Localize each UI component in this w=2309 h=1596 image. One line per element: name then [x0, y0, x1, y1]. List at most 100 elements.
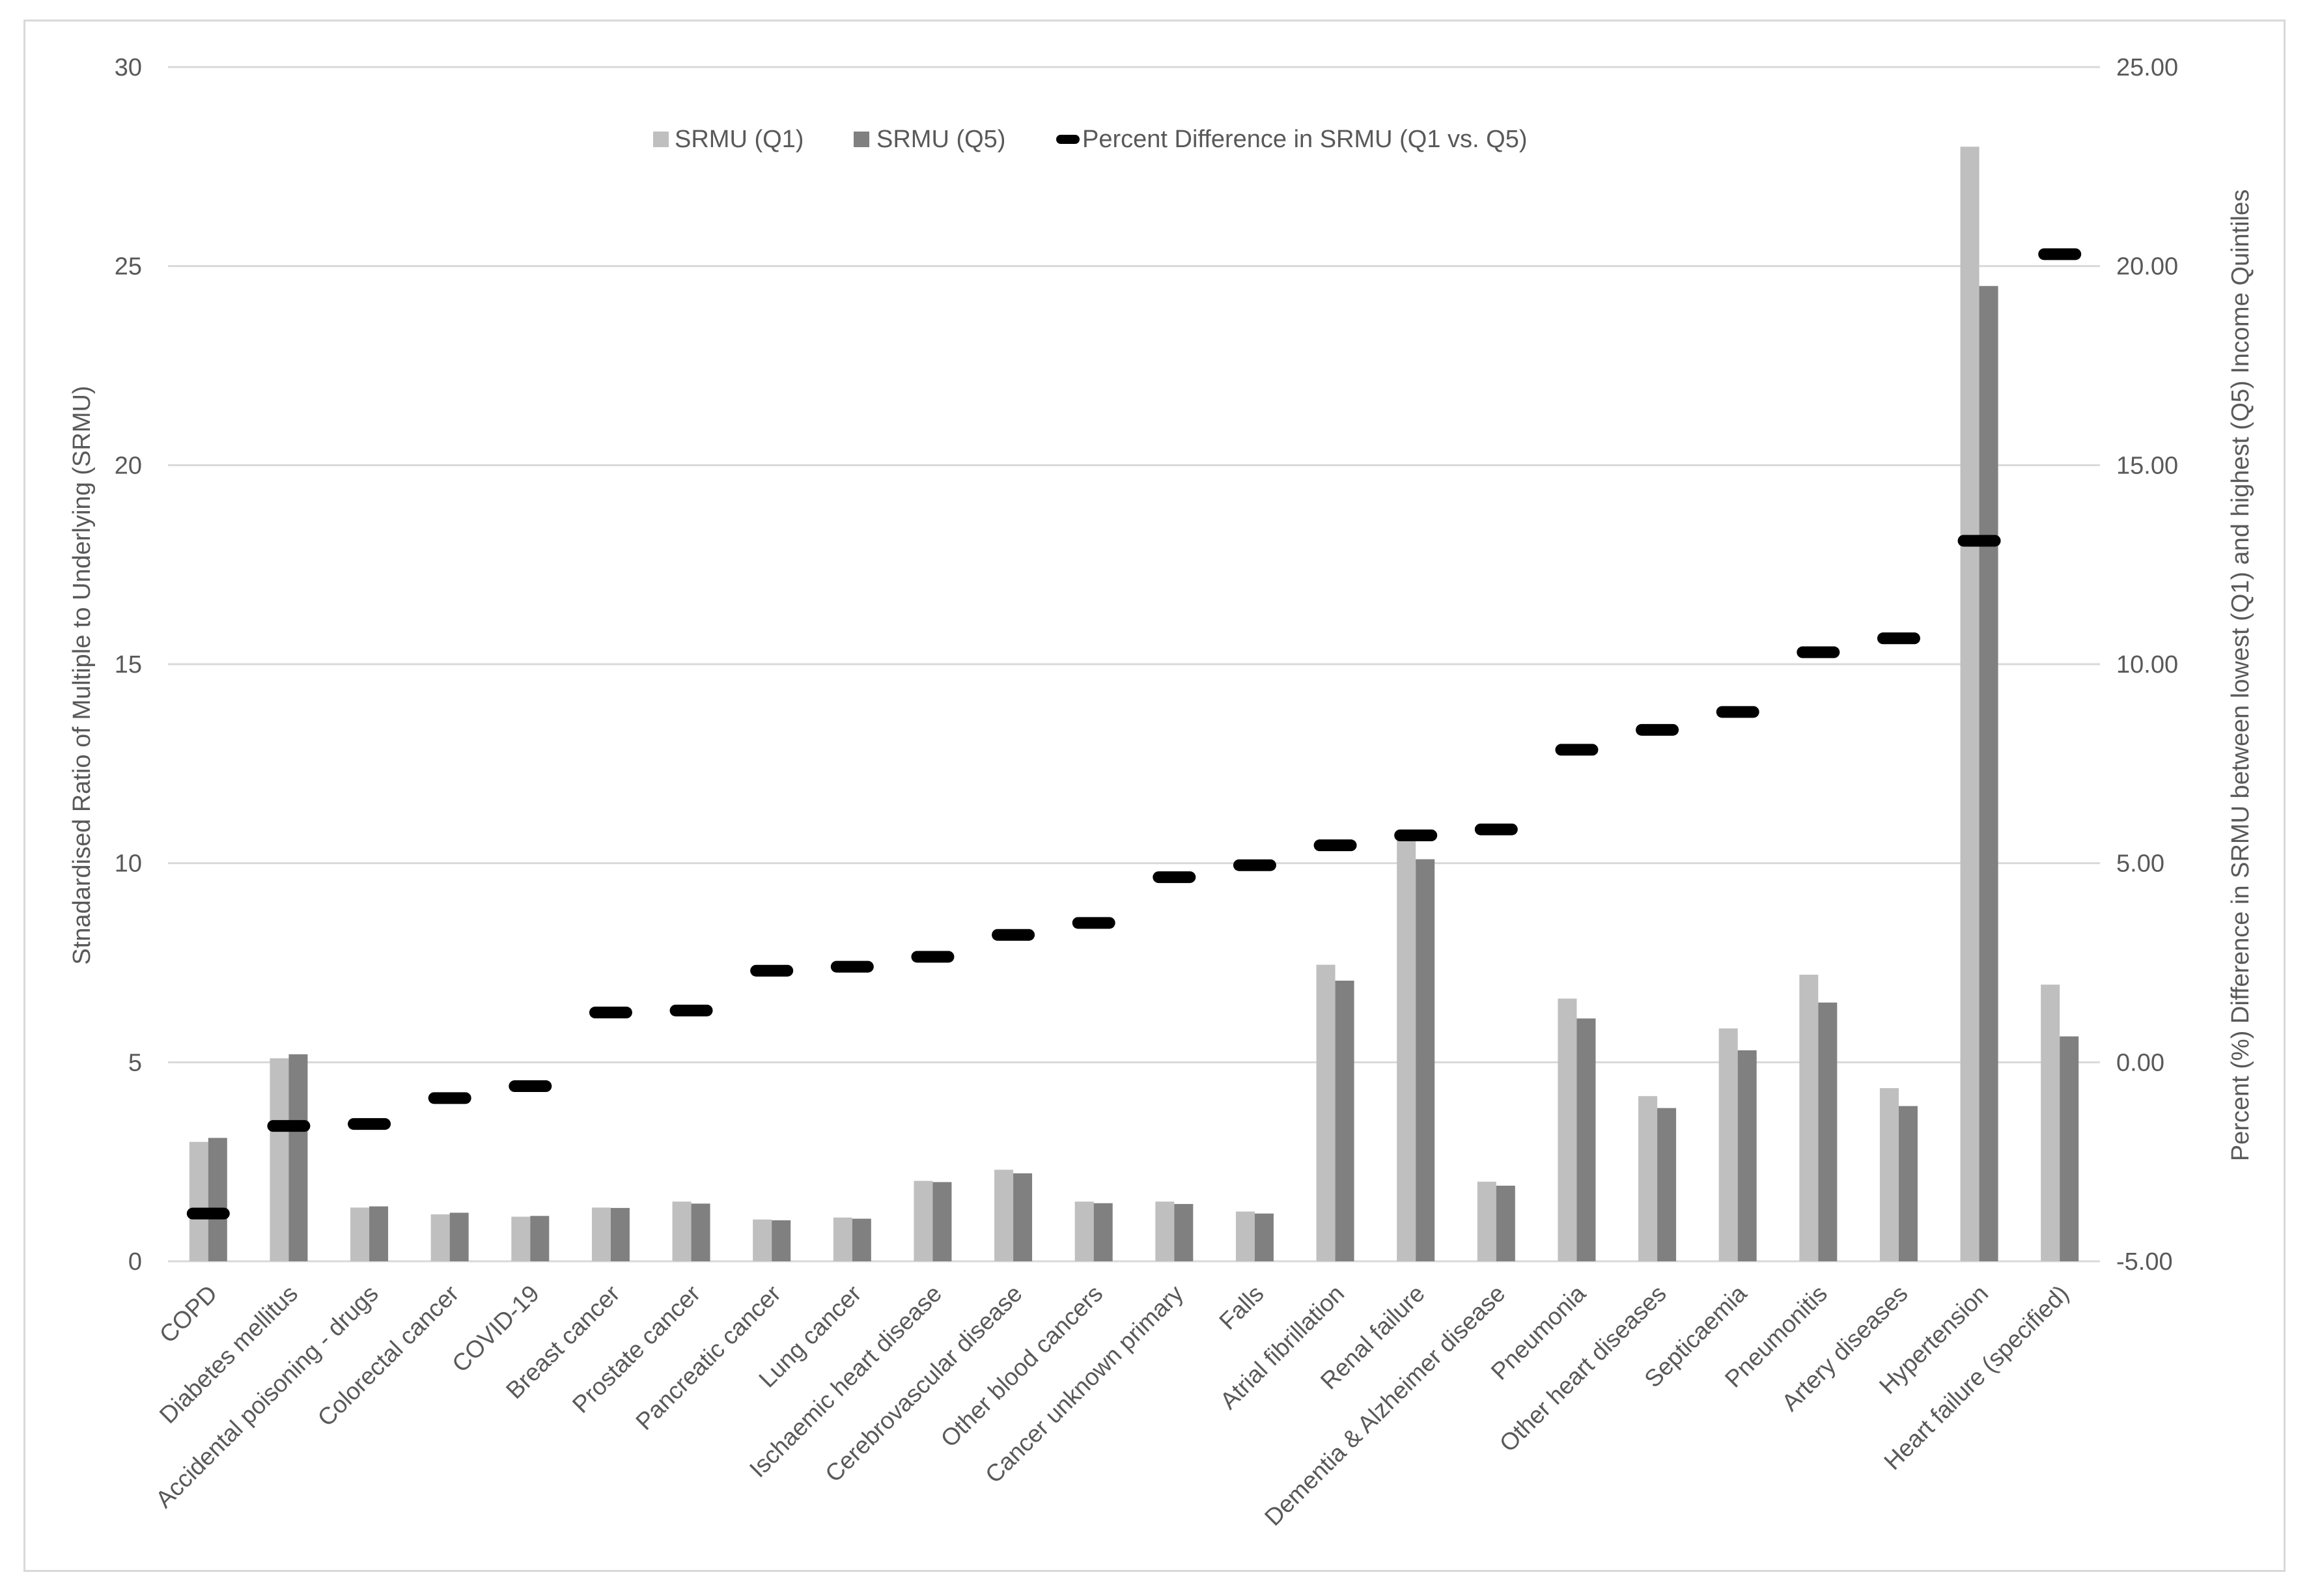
bar-q5 [1174, 1203, 1194, 1261]
bar-q5 [530, 1216, 550, 1261]
category-label: Pancreatic cancer [630, 1280, 785, 1435]
category-label: COPD [154, 1280, 223, 1349]
bar-q1 [270, 1058, 289, 1261]
percent-marker [911, 951, 955, 963]
percent-marker [509, 1080, 552, 1093]
bar-series [189, 147, 2079, 1262]
legend-label-q1: SRMU (Q1) [675, 126, 804, 153]
bar-q5 [1979, 286, 1998, 1261]
percent-marker [1877, 632, 1920, 645]
left-axis-ticks: 0 5 10 15 20 25 30 [115, 54, 142, 1276]
bar-q1 [1397, 831, 1416, 1261]
percent-marker [1474, 823, 1518, 835]
chart-frame [23, 20, 2286, 1572]
legend-label-q5: SRMU (Q5) [876, 126, 1005, 153]
percent-marker [1072, 917, 1115, 929]
legend-label-pct: Percent Difference in SRMU (Q1 vs. Q5) [1082, 126, 1528, 153]
y-tick-label: 15 [115, 651, 142, 679]
percent-marker [186, 1207, 230, 1220]
percent-marker [267, 1120, 311, 1132]
y2-tick-label: 20.00 [2116, 253, 2178, 281]
bar-q5 [610, 1208, 630, 1261]
category-label: Diabetes mellitus [154, 1280, 303, 1429]
percent-marker [750, 964, 794, 977]
y2-tick-label: 10.00 [2116, 651, 2178, 679]
bar-q5 [772, 1220, 791, 1261]
percent-marker [1233, 859, 1276, 871]
bar-q1 [672, 1201, 692, 1261]
y2-tick-label: -5.00 [2116, 1248, 2173, 1276]
bar-q1 [1155, 1201, 1175, 1261]
percent-marker [1797, 646, 1840, 658]
bar-q5 [1416, 859, 1435, 1261]
percent-marker [1716, 706, 1759, 718]
bar-q1 [994, 1169, 1014, 1261]
category-label: Colorectal cancer [313, 1280, 464, 1432]
bar-q1 [1879, 1088, 1899, 1261]
percent-marker [428, 1092, 471, 1104]
y-tick-label: 10 [115, 850, 142, 878]
bar-q1 [430, 1214, 450, 1261]
category-label: Falls [1214, 1280, 1268, 1335]
bar-q1 [833, 1217, 852, 1261]
bar-q5 [1335, 981, 1354, 1261]
bar-q1 [2041, 985, 2060, 1261]
bar-q1 [1558, 998, 1577, 1261]
bar-q5 [369, 1206, 389, 1261]
bar-q1 [1316, 964, 1336, 1261]
bar-q1 [1074, 1201, 1094, 1261]
legend-swatch-pct [1056, 135, 1080, 144]
percent-marker [1394, 829, 1438, 841]
bar-q5 [1576, 1018, 1596, 1261]
bar-q1 [350, 1207, 370, 1261]
bar-q5 [932, 1182, 952, 1261]
percent-marker [1153, 871, 1196, 884]
legend-swatch-q5 [854, 132, 869, 147]
percent-marker [1313, 839, 1357, 852]
legend: SRMU (Q1) SRMU (Q5) Percent Difference i… [653, 126, 1528, 153]
bar-q5 [1254, 1213, 1274, 1261]
percent-marker [669, 1004, 713, 1016]
bar-q1 [189, 1141, 208, 1261]
percent-marker [348, 1118, 391, 1130]
bar-q5 [1737, 1050, 1757, 1261]
bar-q5 [449, 1212, 469, 1261]
bar-q5 [691, 1203, 710, 1261]
percent-marker [830, 960, 874, 973]
bar-q5 [1093, 1203, 1113, 1261]
percent-marker [2038, 248, 2082, 260]
y2-tick-label: 5.00 [2116, 850, 2164, 878]
gridlines [168, 66, 2100, 1263]
bar-q5 [1818, 1002, 1838, 1261]
bar-q5 [1496, 1185, 1515, 1261]
bar-q5 [1898, 1106, 1918, 1261]
bar-q1 [1960, 147, 1980, 1262]
right-axis-title: Percent (%) Difference in SRMU between l… [2227, 189, 2254, 1161]
y-tick-label: 25 [115, 253, 142, 281]
percent-markers [186, 248, 2082, 1220]
y-tick-label: 20 [115, 452, 142, 479]
right-axis-ticks: -5.00 0.00 5.00 10.00 15.00 20.00 25.00 [2116, 54, 2178, 1276]
bar-q5 [288, 1054, 308, 1261]
y-tick-label: 5 [128, 1049, 142, 1076]
percent-marker [1957, 535, 2001, 547]
bar-q1 [1799, 974, 1819, 1261]
y2-tick-label: 0.00 [2116, 1049, 2164, 1076]
bar-q5 [852, 1218, 871, 1261]
bar-q1 [1638, 1096, 1658, 1261]
bar-q1 [511, 1216, 531, 1261]
percent-marker [992, 929, 1035, 941]
category-label: Other blood cancers [936, 1280, 1108, 1453]
left-axis-title: Stnadardised Ratio of Multiple to Underl… [68, 385, 96, 964]
y-tick-label: 0 [128, 1248, 142, 1276]
bar-q1 [753, 1219, 772, 1261]
y-tick-label: 30 [115, 54, 142, 81]
bar-q5 [1013, 1173, 1033, 1261]
bar-q1 [1477, 1181, 1496, 1261]
percent-marker [589, 1006, 632, 1018]
bar-q1 [591, 1207, 611, 1261]
bar-q1 [914, 1181, 933, 1261]
bar-q1 [1718, 1028, 1738, 1261]
